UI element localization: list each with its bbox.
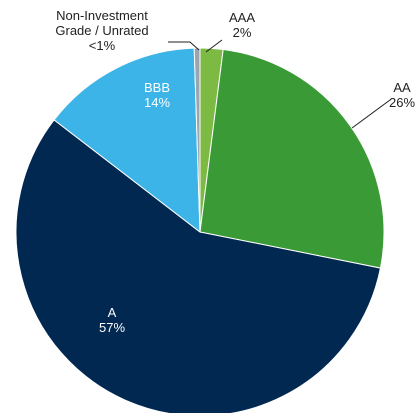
leader-line	[351, 99, 391, 129]
pie-slice	[53, 47, 201, 234]
slice-label: AA 26%	[372, 80, 418, 110]
slice-label: AAA 2%	[212, 10, 272, 40]
slice-value: 57%	[98, 320, 126, 335]
slice-label: Non-Investment Grade / Unrated <1%	[42, 8, 162, 53]
slice-value: 14%	[143, 95, 171, 110]
leader-line	[205, 39, 223, 53]
pie-slice	[15, 119, 382, 413]
slice-name: AA	[393, 80, 411, 95]
slice-value: <1%	[88, 38, 116, 53]
slice-name: BBB	[143, 80, 170, 95]
slice-label: A 57%	[72, 305, 152, 335]
slice-name: Non-Investment Grade / Unrated	[55, 8, 149, 38]
leader-line	[168, 41, 200, 51]
slice-value: 2%	[232, 25, 252, 40]
pie-slice	[199, 48, 385, 269]
slice-value: 26%	[388, 95, 416, 110]
slice-name: AAA	[228, 10, 255, 25]
slice-name: A	[107, 305, 117, 320]
slice-label: BBB 14%	[127, 80, 187, 110]
